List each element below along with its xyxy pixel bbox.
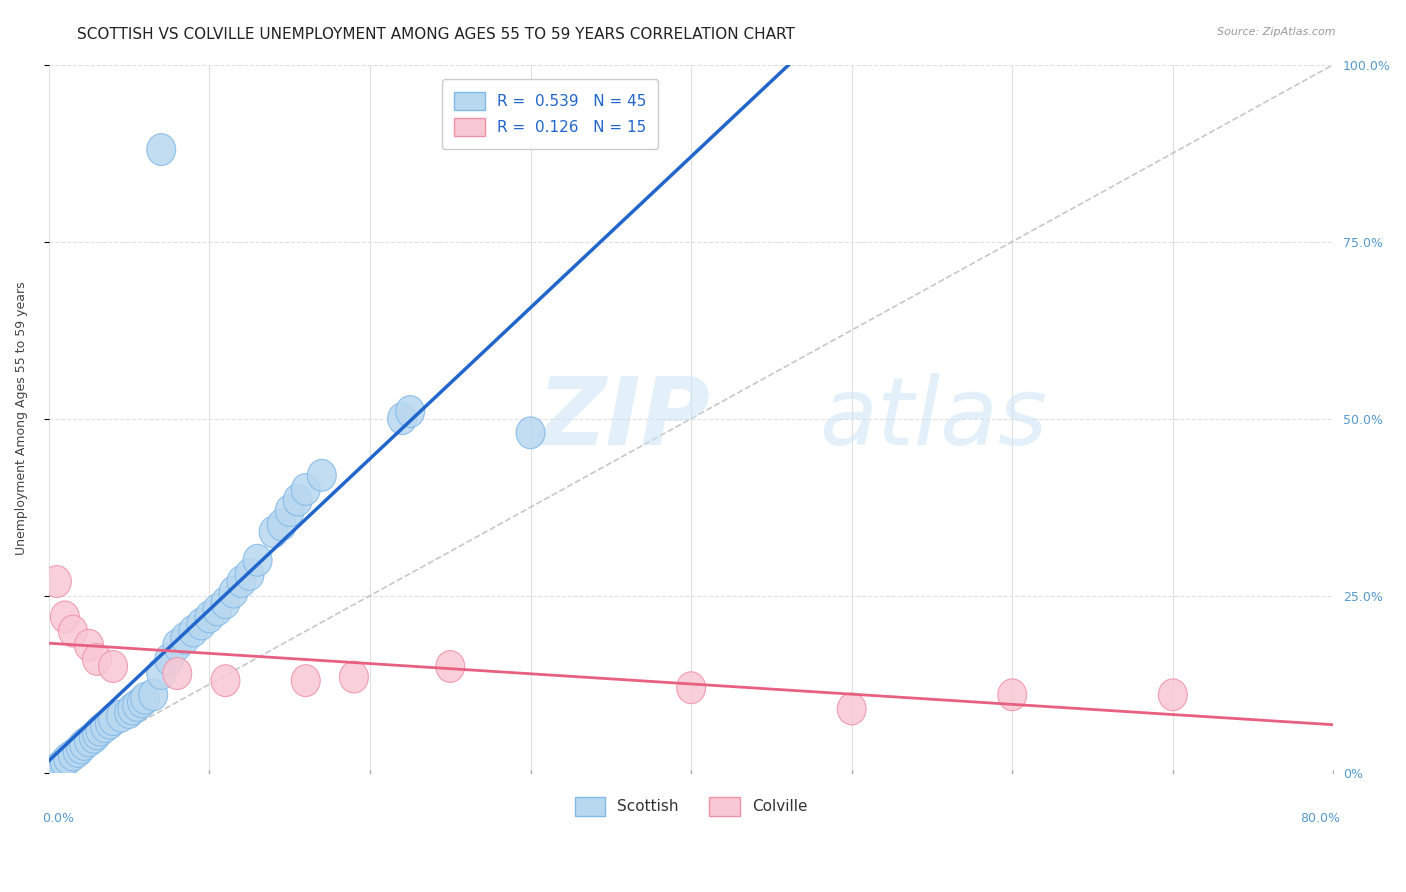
Text: atlas: atlas [820, 373, 1047, 464]
Ellipse shape [436, 650, 465, 682]
Ellipse shape [118, 693, 146, 725]
Ellipse shape [837, 693, 866, 725]
Ellipse shape [243, 544, 271, 576]
Ellipse shape [98, 650, 128, 682]
Ellipse shape [259, 516, 288, 548]
Ellipse shape [59, 615, 87, 647]
Ellipse shape [163, 657, 191, 690]
Ellipse shape [63, 736, 93, 767]
Ellipse shape [211, 665, 240, 697]
Ellipse shape [96, 707, 124, 739]
Ellipse shape [59, 739, 87, 771]
Ellipse shape [75, 630, 104, 661]
Ellipse shape [998, 679, 1026, 711]
Ellipse shape [291, 474, 321, 506]
Ellipse shape [155, 643, 184, 675]
Text: 80.0%: 80.0% [1299, 812, 1340, 824]
Ellipse shape [283, 484, 312, 516]
Ellipse shape [83, 718, 111, 749]
Ellipse shape [202, 594, 232, 626]
Y-axis label: Unemployment Among Ages 55 to 59 years: Unemployment Among Ages 55 to 59 years [15, 282, 28, 556]
Ellipse shape [291, 665, 321, 697]
Ellipse shape [79, 722, 108, 753]
Ellipse shape [187, 608, 217, 640]
Text: ZIP: ZIP [537, 373, 710, 465]
Ellipse shape [139, 679, 167, 711]
Ellipse shape [211, 587, 240, 619]
Ellipse shape [195, 601, 224, 632]
Ellipse shape [395, 396, 425, 427]
Ellipse shape [53, 743, 83, 774]
Ellipse shape [122, 690, 152, 722]
Ellipse shape [90, 711, 120, 743]
Ellipse shape [308, 459, 336, 491]
Ellipse shape [115, 697, 143, 729]
Ellipse shape [267, 509, 297, 541]
Ellipse shape [163, 630, 191, 661]
Ellipse shape [219, 576, 247, 608]
Ellipse shape [172, 623, 200, 654]
Ellipse shape [1159, 679, 1187, 711]
Ellipse shape [131, 682, 160, 714]
Ellipse shape [83, 643, 111, 675]
Ellipse shape [146, 657, 176, 690]
Ellipse shape [276, 495, 304, 526]
Ellipse shape [42, 566, 72, 598]
Ellipse shape [179, 615, 208, 647]
Ellipse shape [70, 729, 98, 760]
Ellipse shape [42, 753, 72, 785]
Ellipse shape [107, 700, 135, 732]
Ellipse shape [146, 134, 176, 166]
Ellipse shape [48, 749, 76, 781]
Ellipse shape [676, 672, 706, 704]
Text: SCOTTISH VS COLVILLE UNEMPLOYMENT AMONG AGES 55 TO 59 YEARS CORRELATION CHART: SCOTTISH VS COLVILLE UNEMPLOYMENT AMONG … [77, 27, 796, 42]
Legend: Scottish, Colville: Scottish, Colville [568, 791, 814, 822]
Ellipse shape [516, 417, 546, 449]
Ellipse shape [226, 566, 256, 598]
Ellipse shape [51, 746, 79, 778]
Ellipse shape [128, 686, 156, 718]
Ellipse shape [75, 725, 104, 756]
Ellipse shape [388, 402, 416, 434]
Text: 0.0%: 0.0% [42, 812, 75, 824]
Ellipse shape [51, 601, 79, 632]
Ellipse shape [86, 714, 115, 746]
Ellipse shape [339, 661, 368, 693]
Ellipse shape [66, 732, 96, 764]
Ellipse shape [98, 704, 128, 736]
Text: Source: ZipAtlas.com: Source: ZipAtlas.com [1218, 27, 1336, 37]
Ellipse shape [235, 558, 264, 591]
